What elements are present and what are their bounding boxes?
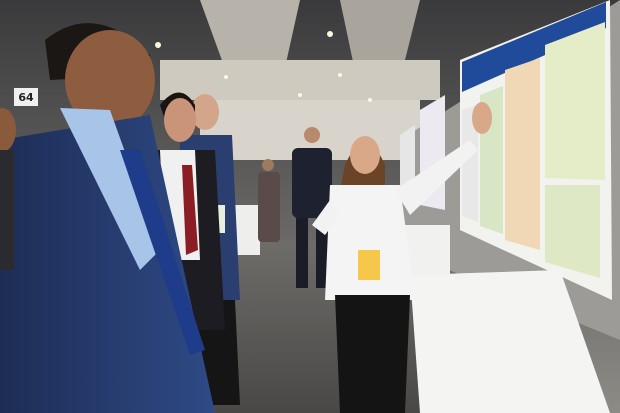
edge-person [0,108,16,270]
booth-sign [14,88,38,106]
booth-number: 64 [18,91,34,104]
foreground-man [0,23,215,413]
poster-panel [545,22,605,180]
table-cloth [410,270,610,413]
poster-panel [462,104,478,222]
background-person [292,127,332,288]
poster-panel [545,185,600,278]
presenter [312,102,492,413]
background-person [258,159,280,242]
poster-header [462,2,606,92]
ceiling-lights [155,31,372,102]
poster-panel [505,58,540,250]
